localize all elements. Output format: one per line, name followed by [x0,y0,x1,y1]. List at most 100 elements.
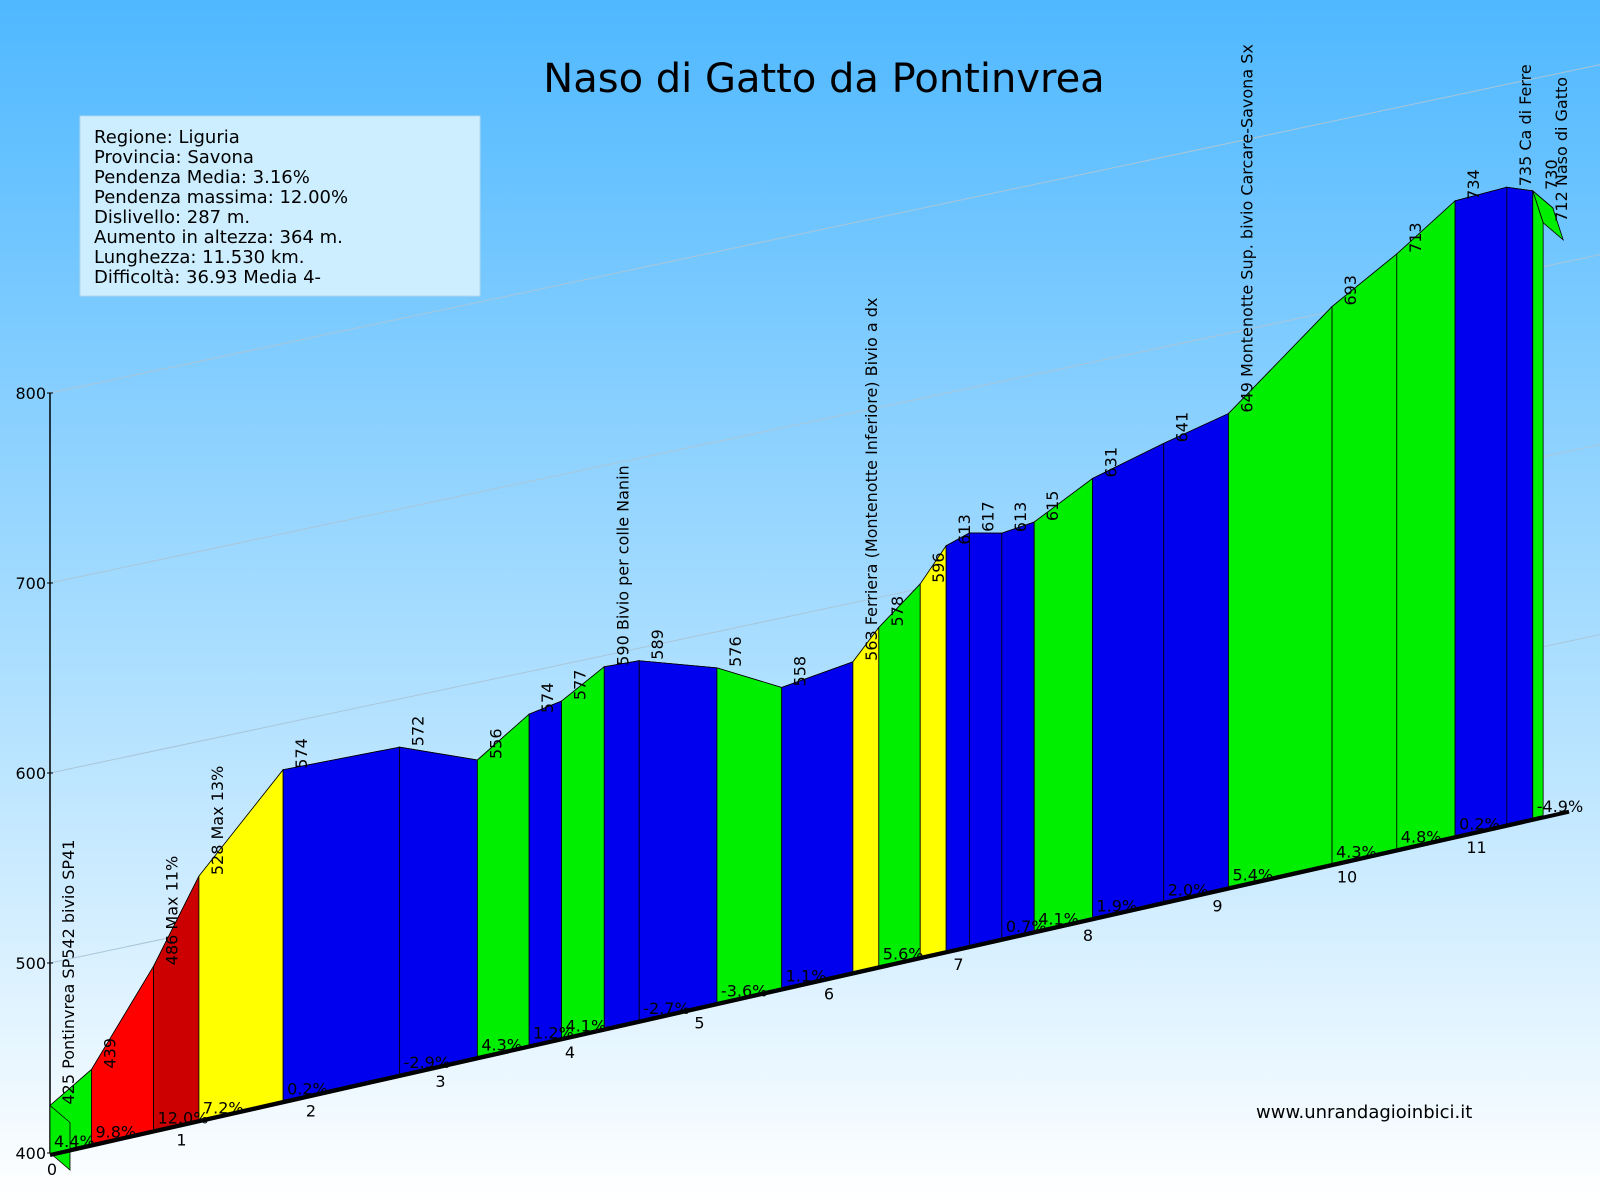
gradient-label: 4.8% [1401,828,1442,847]
elevation-label: 693 [1341,275,1360,306]
elevation-label: 596 [929,552,948,583]
distance-baseline [49,809,1570,1157]
elevation-label: 556 [486,728,505,759]
elevation-label: 578 [888,596,907,627]
elevation-label: 613 [955,514,974,545]
gradient-label: 9.8% [95,1123,136,1142]
gradient-label: 1.9% [1096,896,1137,915]
website-credit: www.unrandagioinbici.it [1256,1102,1472,1123]
profile-segment [1033,477,1093,932]
elevation-label: 589 [648,629,667,660]
elevation-label: 425 Pontinvrea SP542 bivio SP41 [59,840,78,1105]
chart-title: Naso di Gatto da Pontinvrea [543,56,1104,102]
profile-segment [852,626,880,973]
info-box: Regione: Liguria Provincia: Savona Pende… [79,115,481,297]
elevation-label: 713 [1406,222,1425,253]
gradient-label: -4.9% [1537,797,1583,816]
elevation-label: 649 Montenotte Sup. bivio Carcare-Savona… [1237,44,1256,412]
info-lunghezza: Lunghezza: 11.530 km. [94,247,305,268]
x-tick-label: 5 [694,1014,704,1033]
x-tick-label: 8 [1083,926,1093,945]
elevation-label: 641 [1173,412,1192,443]
gradient-labels: 4.4% 9.8%12.0%7.2%0.2%-2.9%4.3%1.2%4.1%-2… [54,797,1583,1151]
gradient-label: -2.9% [404,1053,450,1072]
gradient-label: 0.2% [1459,814,1500,833]
profile-segment [969,532,1003,946]
profile-segment [945,532,970,951]
gridline [49,64,1600,394]
x-tick-label: 9 [1212,897,1222,916]
x-tick-label: 6 [824,984,834,1003]
profile-segment [1001,521,1035,939]
y-axis: 400 500 600 700 800 [15,384,53,1163]
y-tick-label: 600 [15,764,46,783]
x-tick-label: 7 [953,955,963,974]
elevation-label: 615 [1043,491,1062,522]
profile-segment [919,544,947,957]
gradient-label: 1.1% [786,967,827,986]
profile-segment [282,746,401,1101]
gradient-label: 4.4% [54,1132,95,1151]
profile-segment [399,746,478,1075]
profile-segment [1396,199,1456,850]
info-aumento: Aumento in altezza: 364 m. [94,227,343,248]
profile-segment [603,660,640,1029]
elevation-label: 572 [409,716,428,747]
elevation-label: 735 Ca di Ferre [1516,64,1535,186]
elevation-label: 631 [1101,447,1120,478]
info-regione: Regione: Liguria [94,127,240,148]
profile-segment [638,660,718,1021]
gradient-label: -2.7% [643,999,689,1018]
distance-axis: 0 1 2 3 4 5 6 7 8 9 10 11 [47,809,1570,1179]
info-difficolta: Difficoltà: 36.93 Media 4- [94,267,321,288]
gradient-label: 4.3% [481,1035,522,1054]
info-pendenza-media: Pendenza Media: 3.16% [94,167,310,188]
gradient-label: -3.6% [721,981,767,1000]
elevation-label: 576 [726,636,745,667]
x-tick-label: 1 [176,1131,186,1150]
info-provincia: Provincia: Savona [94,147,254,168]
profile-segment [1506,186,1534,825]
gradient-label: 4.1% [566,1016,607,1035]
gradient-label: 2.0% [1168,880,1209,899]
elevation-label: 558 [791,656,810,687]
profile-segment [1163,412,1229,902]
x-tick-label: 4 [565,1043,575,1062]
profile-segment [476,713,530,1057]
elevation-label: 617 [978,501,997,532]
profile-segment [1092,442,1165,918]
elevation-label: 439 [100,1038,119,1069]
y-tick-label: 700 [15,574,46,593]
gradient-label: 4.3% [1336,842,1377,861]
x-tick-label: 10 [1337,867,1357,886]
elevation-label: 486 Max 11% [163,856,182,965]
profile-segment [781,661,854,989]
profile-segment [561,665,605,1038]
info-box-background [79,115,481,297]
x-tick-label: 0 [47,1160,57,1179]
elevation-label: 577 [571,670,590,701]
elevation-label: 574 [292,738,311,769]
elevation-label: 730 [1542,159,1561,190]
elevation-label: 590 Bivio per colle Nanin [613,465,632,665]
elevation-label: 712 Naso di Gatto [1552,77,1571,222]
info-pendenza-massima: Pendenza massima: 12.00% [94,187,348,208]
profile-segment [528,700,562,1046]
gradient-label: 1.2% [533,1024,574,1043]
gradient-label: 4.1% [1038,910,1079,929]
y-tick-label: 400 [15,1144,46,1163]
gradient-label: 0.2% [287,1079,328,1098]
gradient-label: 5.6% [883,945,924,964]
x-tick-label: 3 [435,1072,445,1091]
gradient-label: 12.0% [158,1109,209,1128]
elevation-label: 734 [1464,169,1483,200]
elevation-label: 563 Ferriera (Montenotte Inferiore) Bivi… [862,298,881,661]
x-tick-label: 11 [1466,838,1486,857]
x-tick-label: 2 [306,1101,316,1120]
profile-segment [1532,190,1544,819]
profile-segment [1454,186,1508,836]
gradient-label: 0.7% [1006,917,1047,936]
